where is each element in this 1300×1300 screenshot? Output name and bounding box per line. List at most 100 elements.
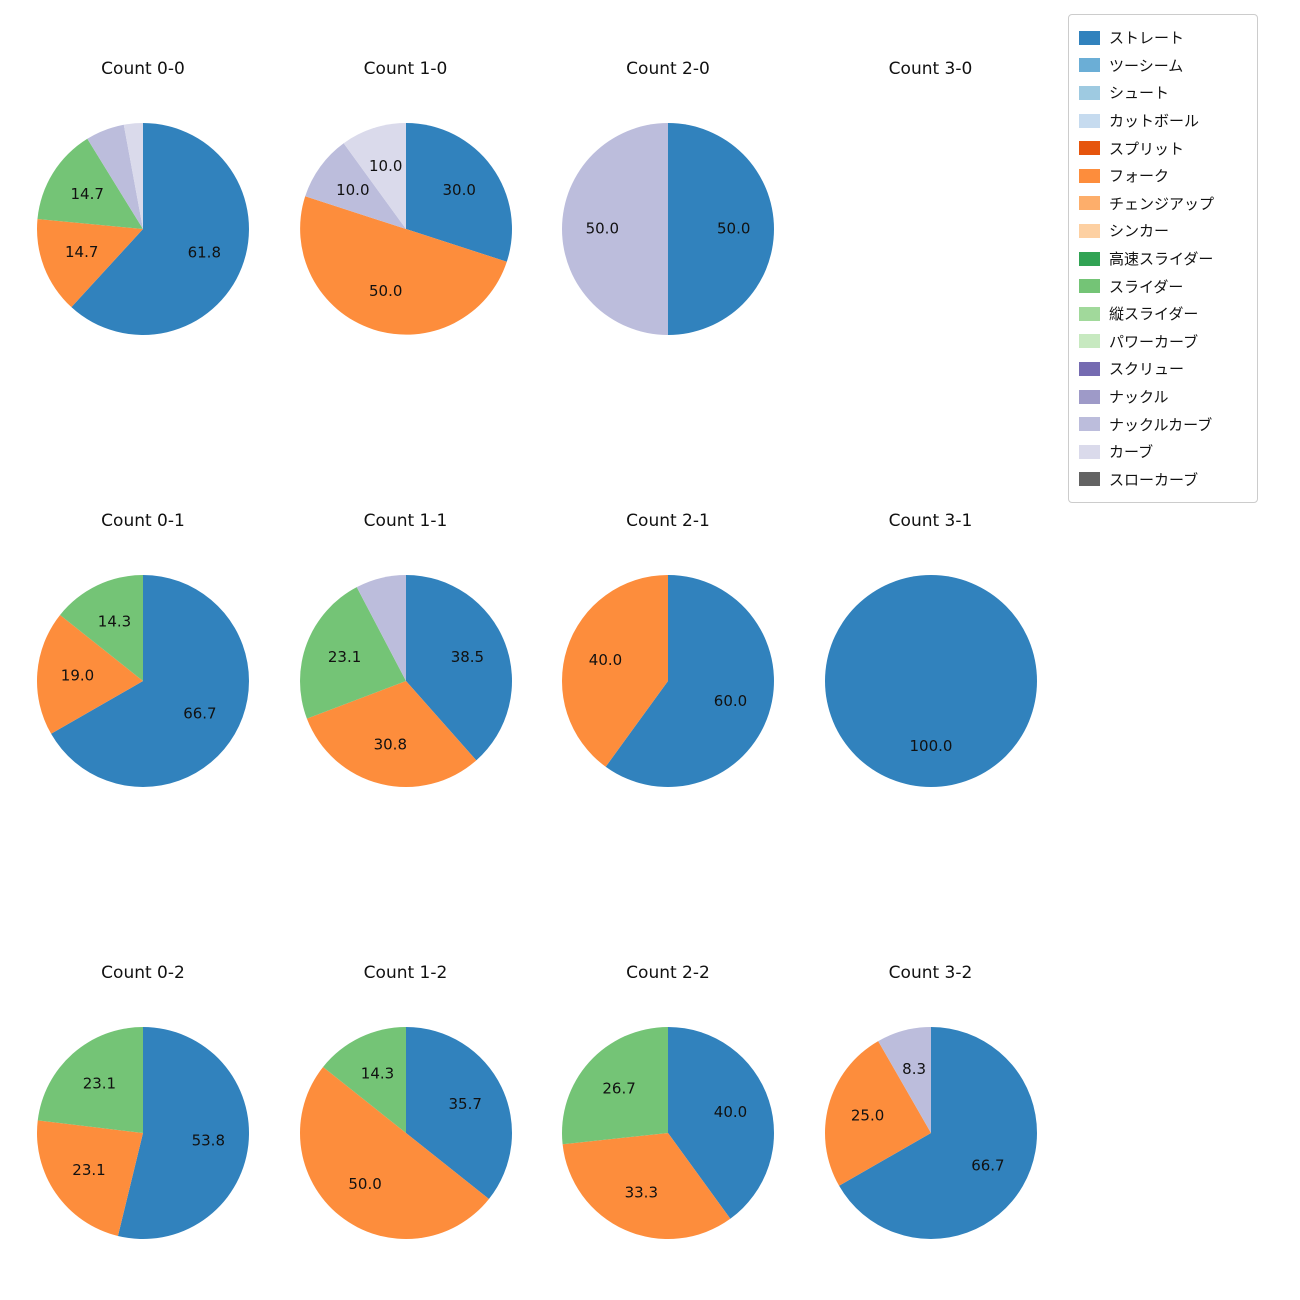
legend-swatch <box>1079 417 1100 432</box>
slice-percent-label: 14.3 <box>360 1064 393 1082</box>
legend-item: ナックル <box>1079 383 1245 411</box>
legend-item: チェンジアップ <box>1079 190 1245 218</box>
pie-slice <box>51 575 249 787</box>
legend-label: カーブ <box>1109 443 1154 462</box>
slice-percent-label: 35.7 <box>448 1095 481 1113</box>
legend-swatch <box>1079 444 1100 459</box>
pie-slice <box>299 196 507 335</box>
legend-label: ストレート <box>1109 29 1185 48</box>
legend-label: パワーカーブ <box>1109 332 1199 351</box>
legend-item: シンカー <box>1079 217 1245 245</box>
slice-percent-label: 10.0 <box>336 181 369 199</box>
legend-swatch <box>1079 361 1100 376</box>
chart-title: Count 3-1 <box>888 511 973 531</box>
pie-slice <box>405 123 512 262</box>
pie-chart: 53.8 23.1 23.1 <box>36 1027 250 1239</box>
legend-swatch <box>1079 141 1100 156</box>
legend-label: ナックルカーブ <box>1109 415 1213 434</box>
legend-label: 高速スライダー <box>1109 250 1214 269</box>
pie-slice <box>668 1027 775 1219</box>
pie-slice <box>37 138 143 229</box>
slice-percent-label: 25.0 <box>850 1106 883 1124</box>
pie-slice <box>343 123 406 229</box>
pie-slice <box>36 219 143 308</box>
legend-item: スライダー <box>1079 272 1245 300</box>
legend-item: スローカーブ <box>1079 466 1245 494</box>
pie-slice <box>405 575 512 761</box>
legend-swatch <box>1079 196 1100 211</box>
legend-swatch <box>1079 389 1100 404</box>
legend-label: チェンジアップ <box>1109 194 1215 213</box>
pie-slice <box>838 1027 1037 1239</box>
chart-title: Count 1-1 <box>363 511 448 531</box>
legend-label: スローカーブ <box>1109 470 1199 489</box>
pie-chart: 35.7 50.0 14.3 <box>299 1027 512 1240</box>
legend-swatch <box>1079 251 1100 266</box>
legend-item: ツーシーム <box>1079 52 1245 80</box>
pie-slice <box>36 614 143 734</box>
slice-percent-label: 61.8 <box>188 243 221 261</box>
slice-percent-label: 33.3 <box>625 1184 658 1202</box>
legend-item: スクリュー <box>1079 355 1245 383</box>
chart-title: Count 0-2 <box>101 963 185 983</box>
pie-slice <box>562 123 668 335</box>
slice-percent-label: 14.7 <box>70 185 103 203</box>
slice-percent-label: 30.8 <box>373 735 406 753</box>
pie-slice <box>37 1027 143 1133</box>
slice-percent-label: 14.7 <box>65 243 98 261</box>
slice-percent-label: 40.0 <box>589 651 622 669</box>
pie-slice <box>117 1027 250 1239</box>
slice-percent-label: 60.0 <box>714 692 747 710</box>
legend-label: カットボール <box>1109 112 1200 131</box>
legend-item: カーブ <box>1079 438 1245 466</box>
pie-slice <box>299 587 406 719</box>
pie-slice <box>123 123 143 229</box>
slice-percent-label: 19.0 <box>61 667 94 685</box>
chart-title: Count 2-0 <box>626 59 710 79</box>
pie-chart: 66.7 25.0 8.3 <box>824 1027 1037 1239</box>
legend-label: ナックル <box>1109 388 1169 407</box>
legend-item: ストレート <box>1079 24 1245 52</box>
slice-percent-label: 40.0 <box>714 1103 747 1121</box>
legend-label: フォーク <box>1109 167 1170 186</box>
slice-percent-label: 14.3 <box>98 612 131 630</box>
pie-slice <box>322 1027 406 1133</box>
slice-percent-label: 53.8 <box>192 1131 225 1149</box>
legend-item: シュート <box>1079 79 1245 107</box>
slice-percent-label: 26.7 <box>602 1080 635 1098</box>
legend-swatch <box>1079 30 1100 45</box>
legend-swatch <box>1079 113 1100 128</box>
pie-slice <box>299 1066 489 1240</box>
pie-slice <box>605 575 774 787</box>
legend: ストレート ツーシーム シュート カットボール スプリット フォーク チェンジアップ シンカー… <box>1068 14 1258 504</box>
pie-chart: 60.0 40.0 <box>561 575 774 787</box>
legend-swatch <box>1079 472 1100 487</box>
legend-swatch <box>1079 306 1100 321</box>
pie-slice <box>405 1027 512 1200</box>
pie-chart: 38.5 30.8 23.1 <box>299 575 512 787</box>
slice-percent-label: 10.0 <box>368 157 401 175</box>
pie-slice <box>356 575 406 681</box>
legend-item: 縦スライダー <box>1079 300 1245 328</box>
pie-chart: 66.7 19.0 14.3 <box>36 575 249 787</box>
slice-percent-label: 50.0 <box>717 220 750 238</box>
legend-item: 高速スライダー <box>1079 245 1245 273</box>
chart-title: Count 2-1 <box>626 511 710 531</box>
slice-percent-label: 23.1 <box>72 1161 105 1179</box>
chart-title: Count 3-2 <box>888 963 973 983</box>
pie-chart: 40.0 33.3 26.7 <box>561 1027 775 1240</box>
legend-label: 縦スライダー <box>1109 305 1199 324</box>
pie-slice <box>877 1027 931 1133</box>
slice-percent-label: 38.5 <box>450 648 483 666</box>
pie-slice <box>561 1027 668 1145</box>
slice-percent-label: 66.7 <box>183 704 216 722</box>
slice-percent-label: 23.1 <box>83 1074 116 1092</box>
slice-percent-label: 100.0 <box>909 737 952 755</box>
chart-title: Count 1-2 <box>363 963 448 983</box>
pie-slice <box>561 575 668 767</box>
pie-slice <box>71 123 249 335</box>
slice-percent-label: 50.0 <box>586 220 619 238</box>
chart-title: Count 2-2 <box>626 963 710 983</box>
chart-title: Count 3-0 <box>888 59 973 79</box>
